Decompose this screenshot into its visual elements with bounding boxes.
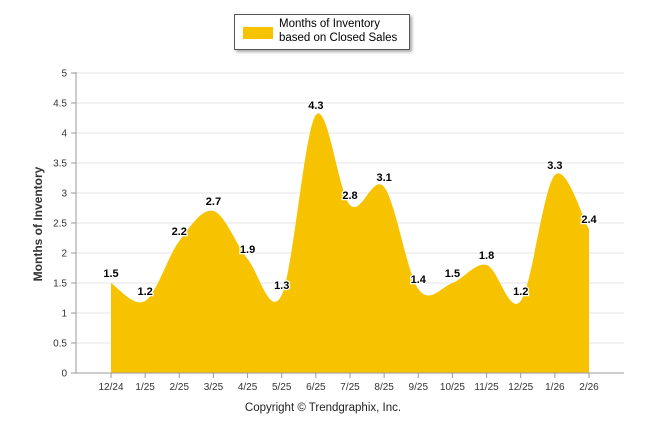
data-label: 1.8: [479, 250, 494, 262]
data-label: 2.8: [342, 190, 357, 202]
y-axis-label: Months of Inventory: [31, 166, 45, 281]
x-tick-label: 10/25: [440, 382, 465, 393]
x-tick-label: 6/25: [306, 382, 326, 393]
y-tick-label: 3: [61, 189, 67, 200]
x-tick-label: 1/26: [545, 382, 565, 393]
x-tick-label: 5/25: [272, 382, 292, 393]
x-tick-label: 4/25: [238, 382, 258, 393]
data-label: 3.3: [547, 160, 562, 172]
data-label: 1.5: [445, 268, 460, 280]
y-tick-label: 1: [61, 309, 67, 320]
x-tick-label: 1/25: [135, 382, 155, 393]
data-label: 1.4: [411, 274, 427, 286]
data-label: 2.4: [581, 214, 597, 226]
legend-label: Months of Inventory based on Closed Sale…: [279, 18, 398, 44]
y-tick-label: 4: [61, 129, 67, 140]
y-tick-label: 0: [61, 369, 67, 380]
data-label: 2.2: [172, 226, 187, 238]
y-tick-label: 2: [61, 249, 67, 260]
legend: Months of Inventory based on Closed Sale…: [234, 14, 410, 50]
data-label: 1.3: [274, 280, 289, 292]
y-tick-label: 2.5: [53, 219, 67, 230]
x-tick-label: 3/25: [204, 382, 224, 393]
x-tick-label: 2/26: [579, 382, 599, 393]
data-label: 4.3: [308, 100, 323, 112]
data-label: 1.2: [513, 286, 528, 298]
y-tick-label: 1.5: [53, 279, 67, 290]
x-tick-label: 9/25: [409, 382, 429, 393]
x-tick-label: 11/25: [474, 382, 499, 393]
y-tick-label: 4.5: [53, 99, 67, 110]
data-label: 2.7: [206, 196, 221, 208]
data-label: 1.9: [240, 244, 255, 256]
data-labels: 1.5 1.2 2.2 2.7 1.9 1.3 4.3 2.8 3.1 1.4 1.5 1.8 1.2 3…: [102, 99, 599, 300]
x-tick-label: 7/25: [340, 382, 360, 393]
data-label: 3.1: [376, 172, 391, 184]
series-area: [111, 113, 589, 373]
x-tick-label: 8/25: [374, 382, 394, 393]
y-tick-label: 0.5: [53, 339, 67, 350]
y-tick-label: 3.5: [53, 159, 67, 170]
copyright-text: Copyright © Trendgraphix, Inc.: [244, 402, 402, 414]
x-axis-ticks: 12/24 1/25 2/25 3/25 4/25 5/25 6/25 7/25 8/25 9/2…: [98, 373, 599, 393]
data-label: 1.2: [137, 286, 152, 298]
x-tick-label: 12/24: [98, 382, 123, 393]
y-tick-label: 5: [61, 69, 67, 80]
y-axis-ticks: 0 0.5 1 1.5 2 2.5 3 3.5 4 4.5 5: [53, 69, 76, 380]
x-tick-label: 12/25: [508, 382, 533, 393]
data-label: 1.5: [103, 268, 118, 280]
legend-swatch: [243, 27, 273, 39]
x-tick-label: 2/25: [170, 382, 190, 393]
